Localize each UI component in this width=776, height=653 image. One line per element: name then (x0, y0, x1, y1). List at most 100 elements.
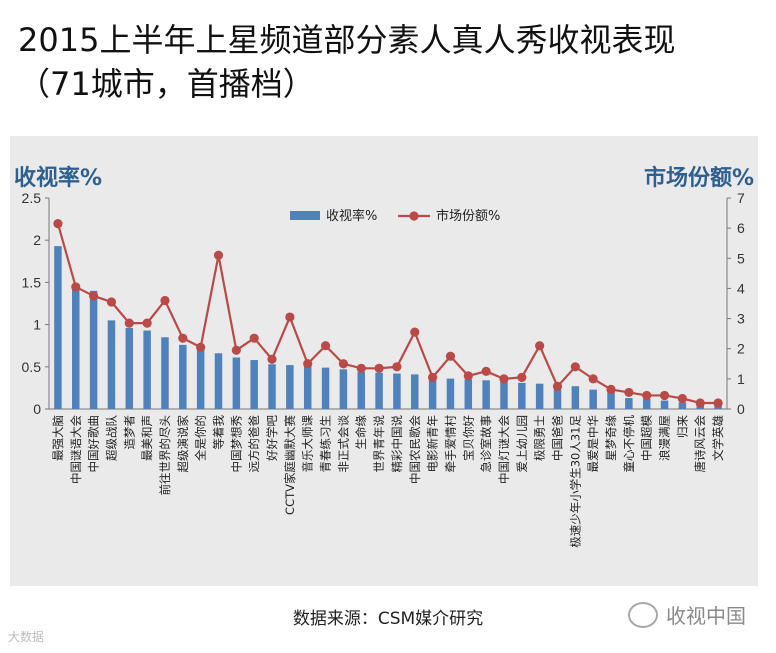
bar (660, 400, 669, 409)
x-tick-label: 远方的爸爸 (247, 415, 261, 473)
bar (553, 386, 562, 409)
legend-label-line: 市场份额% (436, 208, 500, 224)
bar (625, 398, 633, 409)
share-point (677, 393, 687, 404)
share-point (213, 250, 224, 260)
x-tick-label: 中国梦想秀 (229, 415, 243, 473)
share-point (624, 387, 634, 398)
bar (250, 360, 258, 409)
left-tick-label: 0 (33, 401, 41, 417)
bar (339, 369, 348, 409)
share-point (713, 398, 723, 408)
share-point (106, 297, 117, 307)
x-tick-label: 中国好歌曲 (87, 415, 101, 473)
legend-marker-line (409, 211, 419, 221)
x-tick-label: 超级演说家 (176, 415, 190, 473)
x-tick-label: 浪漫满屋 (658, 415, 672, 461)
bar (464, 379, 473, 409)
brand-logo-text: 收视中国 (666, 604, 746, 628)
x-tick-label: 爱上幼儿园 (515, 415, 529, 473)
bar (375, 372, 383, 409)
share-point (642, 390, 652, 401)
bar (72, 287, 80, 409)
x-tick-label: 生命缘 (354, 415, 368, 450)
x-tick-label: 超级战队 (104, 415, 118, 461)
bar (89, 290, 98, 409)
share-point (338, 359, 348, 369)
x-tick-label: 音乐大师课 (301, 415, 315, 473)
share-point (231, 345, 241, 355)
title-line-1: 2015上半年上星频道部分素人真人秀收视表现 (18, 21, 676, 59)
bar (286, 365, 294, 409)
bar (678, 402, 687, 409)
bar (500, 381, 508, 409)
bar (571, 386, 580, 409)
x-tick-label: 星梦奇缘 (604, 415, 618, 461)
right-tick-label: 1 (737, 371, 745, 387)
watermark: 大数据 (8, 630, 45, 644)
left-axis-title: 收视率% (14, 166, 103, 191)
right-tick-label: 3 (737, 311, 745, 327)
bar (446, 378, 455, 409)
share-line (56, 223, 719, 405)
share-point (463, 371, 473, 381)
share-point (499, 374, 509, 384)
share-point (356, 363, 366, 373)
source-note: 数据来源：CSM媒介研究 (292, 609, 484, 629)
x-tick-label: 精彩中国说 (390, 415, 404, 473)
bar (518, 382, 526, 409)
title-line-2: （71城市，首播档） (18, 65, 315, 103)
left-tick-label: 2.5 (22, 190, 42, 206)
share-point (410, 327, 420, 337)
bar (357, 371, 365, 409)
share-point (481, 366, 491, 376)
x-tick-label: 前往世界的尽头 (158, 415, 172, 496)
x-tick-label: 最强大脑 (51, 415, 65, 461)
x-tick-label: 童心不停机 (622, 415, 636, 473)
share-point (392, 362, 402, 372)
legend-swatch-bar (290, 211, 320, 220)
share-point (695, 398, 705, 408)
share-point (285, 312, 295, 322)
left-tick-label: 1 (33, 317, 41, 333)
share-point (249, 333, 259, 343)
x-tick-label: 牵手爱情村 (443, 415, 457, 473)
x-tick-label: 急诊室故事 (479, 415, 493, 473)
share-point (535, 341, 545, 351)
bar (214, 353, 223, 409)
x-tick-label: 文学英雄 (711, 415, 725, 461)
bar (54, 246, 62, 409)
bar (143, 330, 151, 409)
x-tick-label: 极速少年小学生30人31足 (568, 415, 582, 548)
x-tick-label: 非正式会谈 (336, 415, 350, 473)
bar (607, 390, 615, 409)
share-point (71, 282, 81, 292)
right-tick-label: 5 (737, 250, 745, 266)
share-point (160, 295, 170, 306)
bar (125, 327, 134, 409)
bar (589, 389, 597, 409)
left-tick-label: 2 (33, 232, 41, 248)
x-tick-label: 电影新青年 (426, 415, 440, 473)
right-tick-label: 0 (737, 401, 745, 417)
share-point (606, 384, 616, 395)
wechat-icon (628, 601, 658, 628)
x-tick-label: 等着我 (212, 415, 226, 450)
chart-panel (10, 136, 758, 586)
x-tick-label: 中国灯谜大会 (497, 415, 511, 484)
share-point (552, 381, 563, 391)
bar (642, 398, 651, 409)
bar (196, 349, 205, 409)
brand-logo: 收视中国 (628, 600, 746, 629)
share-point (428, 372, 438, 382)
bar (232, 357, 241, 409)
share-point (89, 291, 99, 301)
bar (393, 373, 401, 409)
left-tick-label: 0.5 (22, 359, 42, 375)
x-tick-label: 中国农民歌会 (408, 415, 422, 484)
bar (411, 374, 419, 409)
legend-label-bar: 收视率% (326, 208, 377, 224)
bar (482, 380, 490, 409)
bar (303, 365, 312, 409)
share-point (53, 219, 63, 229)
